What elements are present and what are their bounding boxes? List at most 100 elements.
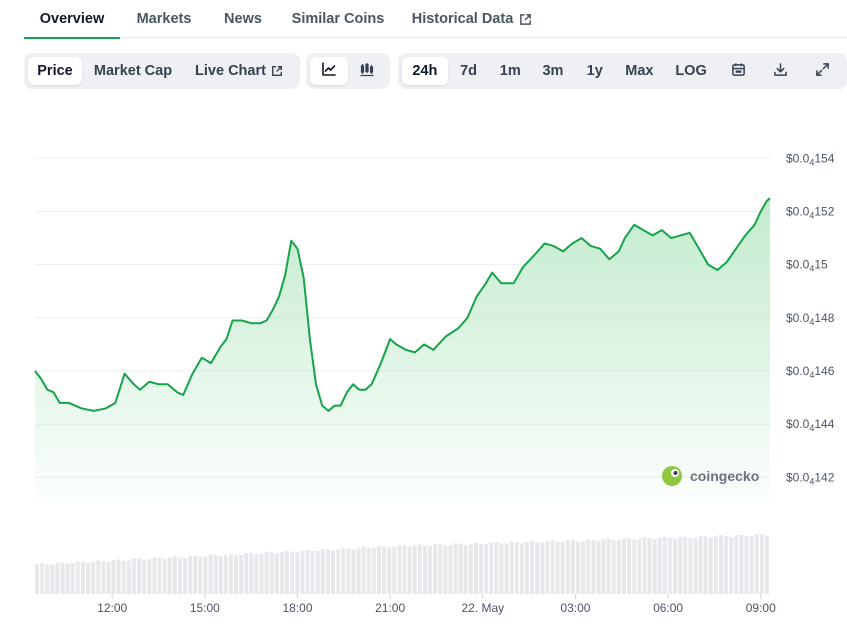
volume-bar bbox=[75, 561, 80, 594]
y-tick-digits: 142 bbox=[814, 470, 834, 484]
volume-bar bbox=[152, 557, 157, 594]
range-7d-button[interactable]: 7d bbox=[448, 57, 490, 85]
volume-bar bbox=[346, 548, 351, 594]
volume-bar bbox=[106, 561, 111, 594]
range-1m-label: 1m bbox=[499, 63, 521, 79]
volume-bars bbox=[35, 534, 769, 594]
volume-bar bbox=[473, 542, 478, 594]
volume-bar bbox=[422, 545, 427, 594]
line-chart-button[interactable] bbox=[310, 57, 348, 85]
volume-bar bbox=[336, 549, 341, 594]
volume-bar bbox=[657, 538, 662, 594]
volume-bar bbox=[479, 543, 484, 594]
volume-bar bbox=[591, 540, 596, 594]
volume-bar bbox=[208, 554, 213, 594]
volume-bar bbox=[239, 555, 244, 594]
volume-bar bbox=[601, 539, 606, 594]
y-tick-digits: 15 bbox=[814, 258, 828, 272]
range-group: 24h 7d 1m 3m 1y Max LOG bbox=[398, 53, 847, 89]
y-axis-labels: $0.04154$0.04152$0.0415$0.04148$0.04146$… bbox=[786, 151, 835, 486]
range-1y-button[interactable]: 1y bbox=[575, 57, 615, 85]
range-max-button[interactable]: Max bbox=[615, 57, 665, 85]
x-tick-label: 22. May bbox=[461, 601, 504, 615]
coingecko-watermark: coingecko bbox=[662, 466, 759, 486]
volume-bar bbox=[744, 536, 749, 594]
price-button[interactable]: Price bbox=[28, 57, 82, 85]
candlestick-chart-button[interactable] bbox=[348, 57, 386, 85]
range-1y-label: 1y bbox=[586, 63, 603, 79]
volume-bar bbox=[468, 543, 473, 594]
tab-markets[interactable]: Markets bbox=[120, 0, 208, 38]
fullscreen-icon bbox=[815, 62, 830, 81]
y-tick-digits: 154 bbox=[814, 151, 834, 165]
volume-bar bbox=[734, 535, 739, 594]
range-3m-label: 3m bbox=[542, 63, 564, 79]
volume-bar bbox=[223, 554, 228, 594]
volume-bar bbox=[254, 554, 259, 594]
fullscreen-button[interactable] bbox=[801, 57, 843, 85]
volume-bar bbox=[718, 535, 723, 594]
y-tick-digits: 144 bbox=[814, 417, 834, 431]
price-chart[interactable]: $0.04154$0.04152$0.0415$0.04148$0.04146$… bbox=[0, 100, 847, 638]
volume-bar bbox=[463, 545, 468, 594]
volume-bar bbox=[131, 558, 136, 594]
tab-overview[interactable]: Overview bbox=[24, 0, 120, 39]
volume-bar bbox=[703, 536, 708, 594]
volume-bar bbox=[673, 538, 677, 594]
volume-bar bbox=[137, 558, 142, 594]
price-line bbox=[34, 197, 771, 412]
volume-bar bbox=[172, 556, 177, 594]
volume-bar bbox=[111, 560, 116, 594]
y-tick-subscript: 4 bbox=[809, 370, 814, 380]
volume-bar bbox=[683, 536, 688, 594]
y-tick-label: $0.04154 bbox=[786, 151, 835, 167]
x-tick-label: 03:00 bbox=[560, 601, 590, 615]
volume-bar bbox=[101, 561, 106, 594]
range-1m-button[interactable]: 1m bbox=[489, 57, 531, 85]
volume-bar bbox=[570, 540, 575, 594]
y-tick-label: $0.04144 bbox=[786, 417, 835, 433]
volume-bar bbox=[70, 563, 75, 594]
volume-bar bbox=[96, 560, 101, 594]
range-24h-button[interactable]: 24h bbox=[402, 57, 448, 85]
tab-markets-label: Markets bbox=[136, 11, 192, 27]
log-scale-button[interactable]: LOG bbox=[664, 57, 718, 85]
y-tick-digits: 146 bbox=[814, 364, 834, 378]
volume-bar bbox=[274, 553, 279, 594]
y-tick-prefix: $0.0 bbox=[786, 151, 810, 165]
live-chart-button[interactable]: Live Chart bbox=[184, 57, 294, 85]
volume-bar bbox=[280, 552, 284, 594]
volume-bar bbox=[50, 564, 55, 594]
volume-bar bbox=[514, 541, 519, 594]
x-tick-label: 21:00 bbox=[375, 601, 405, 615]
tab-similar-coins[interactable]: Similar Coins bbox=[278, 0, 398, 38]
chart-type-group: Price Market Cap Live Chart bbox=[24, 53, 300, 89]
y-tick-subscript: 4 bbox=[809, 476, 814, 486]
download-button[interactable] bbox=[760, 57, 802, 85]
date-range-button[interactable] bbox=[718, 57, 760, 85]
volume-bar bbox=[438, 543, 443, 594]
log-scale-label: LOG bbox=[675, 63, 707, 79]
volume-bar bbox=[382, 546, 387, 594]
volume-bar bbox=[632, 539, 637, 594]
download-icon bbox=[773, 62, 788, 81]
x-tick-label: 12:00 bbox=[97, 601, 127, 615]
volume-bar bbox=[290, 551, 295, 594]
volume-bar bbox=[713, 536, 718, 594]
tab-news[interactable]: News bbox=[208, 0, 278, 38]
volume-bar bbox=[616, 540, 621, 594]
volume-bar bbox=[198, 557, 203, 594]
market-cap-button[interactable]: Market Cap bbox=[82, 57, 184, 85]
tab-historical-data[interactable]: Historical Data bbox=[398, 0, 546, 38]
volume-bar bbox=[295, 552, 300, 594]
y-tick-subscript: 4 bbox=[809, 264, 814, 274]
volume-bar bbox=[611, 539, 616, 594]
volume-bar bbox=[545, 541, 550, 594]
range-3m-button[interactable]: 3m bbox=[531, 57, 575, 85]
volume-bar bbox=[565, 540, 570, 594]
volume-bar bbox=[259, 553, 264, 594]
volume-bar bbox=[550, 540, 555, 594]
volume-bar bbox=[60, 562, 65, 594]
volume-bar bbox=[392, 546, 397, 594]
volume-bar bbox=[121, 560, 126, 594]
